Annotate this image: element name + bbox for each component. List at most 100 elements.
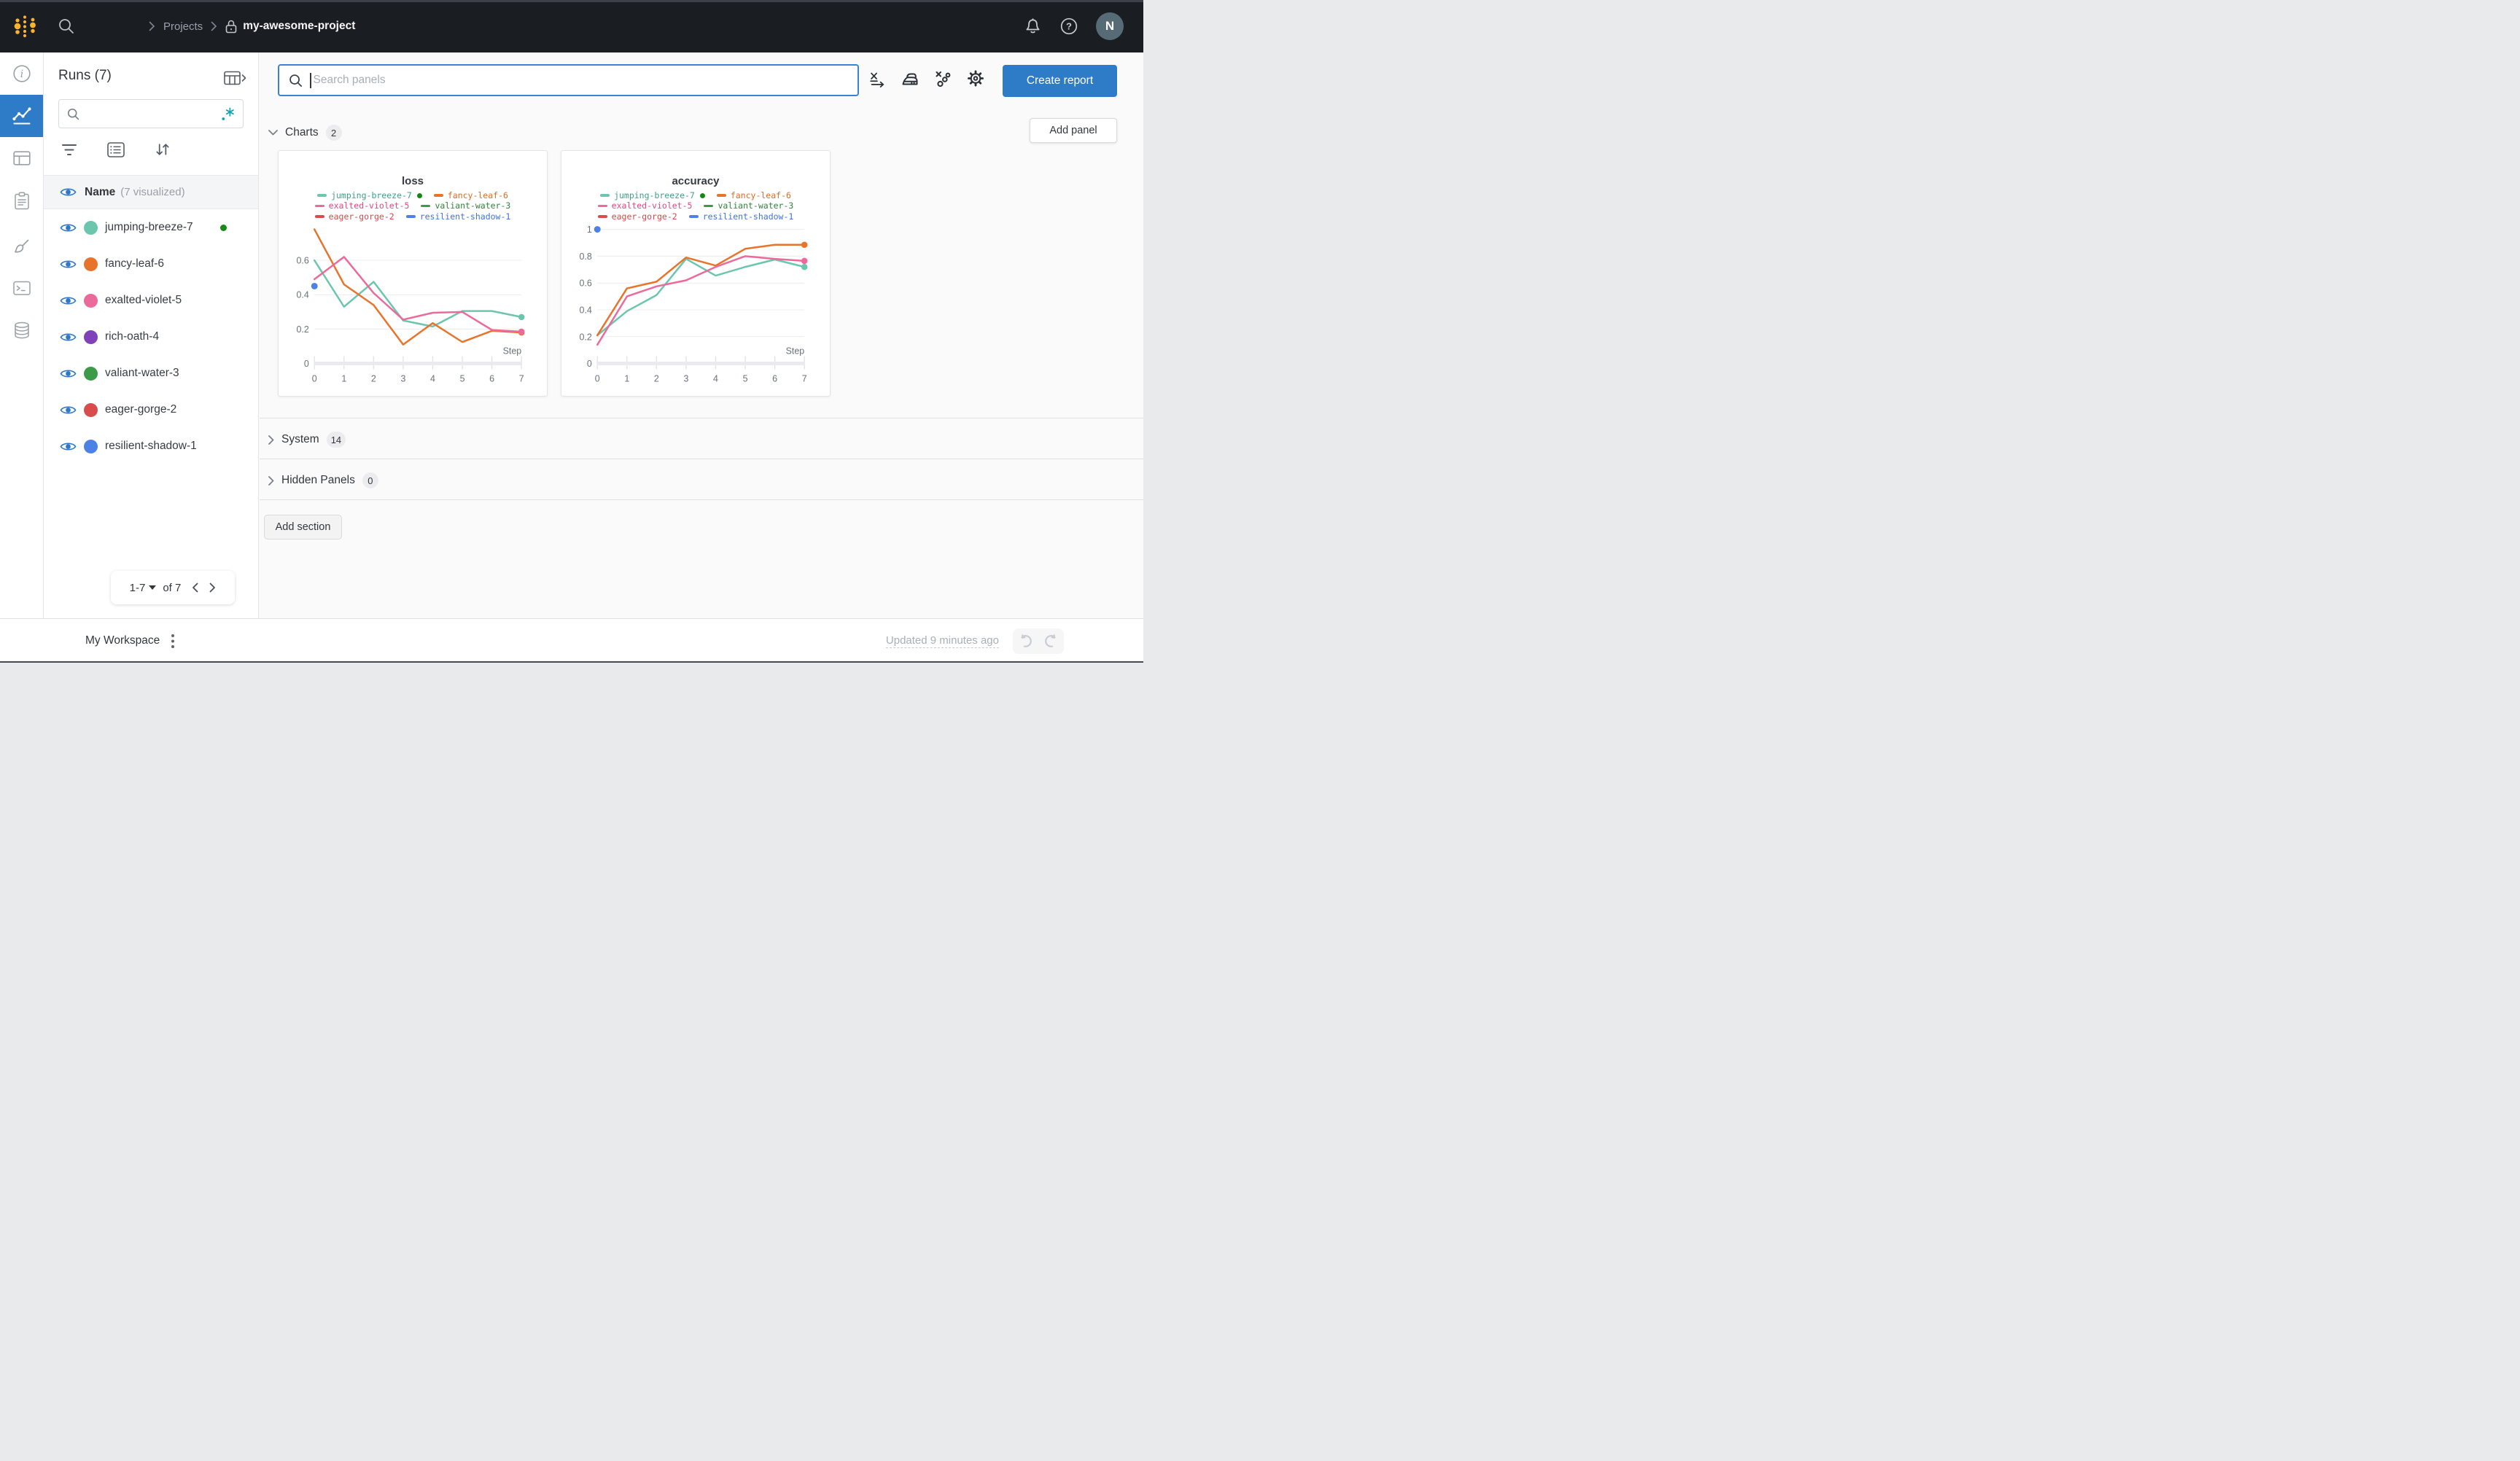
toggle-all-visibility-eye-icon[interactable] [60, 186, 77, 198]
svg-text:0.2: 0.2 [296, 324, 308, 335]
run-name[interactable]: eager-gorge-2 [105, 403, 177, 416]
run-visibility-eye-icon[interactable] [60, 222, 77, 234]
sort-icon[interactable] [155, 141, 171, 157]
chart-plot-area[interactable]: 0 0.2 0.4 0.6 0 1 2 3 4 5 6 7 Step [279, 222, 547, 397]
rail-item-table[interactable] [0, 137, 43, 179]
app-window: Projects my-awesome-project [0, 0, 1143, 663]
svg-text:0: 0 [587, 359, 592, 369]
run-row[interactable]: exalted-violet-5 [44, 282, 258, 319]
wandb-logo-icon[interactable] [14, 14, 37, 39]
add-panel-button[interactable]: Add panel [1030, 118, 1117, 143]
rail-item-jobs[interactable] [0, 267, 43, 309]
svg-text:?: ? [1066, 21, 1072, 32]
run-visibility-eye-icon[interactable] [60, 367, 77, 380]
legend-row: exalted-violet-5 valiant-water-3 [597, 200, 793, 211]
run-row[interactable]: jumping-breeze-7 [44, 209, 258, 246]
svg-text:0.8: 0.8 [579, 252, 591, 262]
chevron-right-icon[interactable] [268, 475, 274, 486]
run-search-input[interactable] [86, 107, 220, 120]
breadcrumb-projects[interactable]: Projects [163, 20, 203, 33]
run-name[interactable]: valiant-water-3 [105, 367, 179, 379]
system-section-header[interactable]: System 14 [268, 431, 346, 448]
previous-page-icon[interactable] [192, 583, 199, 593]
legend-item[interactable]: jumping-breeze-7 [317, 190, 422, 200]
chevron-right-icon[interactable] [268, 435, 274, 445]
redo-button[interactable] [1038, 628, 1064, 654]
legend-item[interactable]: exalted-violet-5 [597, 200, 692, 211]
rail-item-artifacts[interactable] [0, 309, 43, 351]
legend-item[interactable]: valiant-water-3 [704, 200, 793, 211]
legend-swatch [317, 194, 327, 197]
charts-section-header[interactable]: Charts 2 [268, 122, 342, 143]
run-color-dot [84, 439, 98, 453]
run-row[interactable]: valiant-water-3 [44, 355, 258, 391]
legend-swatch [597, 215, 607, 218]
undo-button[interactable] [1013, 628, 1038, 654]
bell-icon[interactable] [1024, 17, 1042, 36]
group-icon[interactable] [107, 141, 125, 157]
rail-item-logs[interactable] [0, 179, 43, 222]
run-table-header-row[interactable]: Name (7 visualized) [44, 175, 258, 209]
regex-toggle-icon[interactable] [220, 106, 236, 122]
run-search-box [58, 99, 244, 128]
kebab-menu-icon[interactable] [171, 634, 175, 649]
run-row[interactable]: rich-oath-4 [44, 319, 258, 355]
page-range-dropdown[interactable]: 1-7 [130, 582, 157, 594]
run-visibility-eye-icon[interactable] [60, 331, 77, 343]
avatar[interactable]: N [1096, 12, 1124, 40]
system-count-badge: 14 [326, 432, 346, 448]
run-name[interactable]: exalted-violet-5 [105, 294, 182, 306]
svg-text:1: 1 [341, 373, 346, 383]
gear-icon[interactable] [966, 69, 985, 88]
next-page-icon[interactable] [209, 583, 216, 593]
terminal-icon [12, 281, 31, 296]
legend-item[interactable]: resilient-shadow-1 [688, 211, 794, 222]
panel-search-input[interactable] [311, 73, 849, 87]
smoothing-iron-icon[interactable] [901, 69, 919, 87]
global-search-icon[interactable] [57, 17, 76, 36]
help-icon[interactable]: ? [1059, 17, 1078, 36]
chevron-down-icon[interactable] [268, 130, 278, 136]
legend-item[interactable]: fancy-leaf-6 [716, 190, 791, 200]
rail-item-workspace[interactable] [0, 95, 43, 137]
legend-item[interactable]: resilient-shadow-1 [405, 211, 510, 222]
chart-plot-area[interactable]: 0 0.2 0.4 0.6 0.8 1 0 1 2 3 4 5 6 7 Step [561, 222, 830, 397]
add-section-button[interactable]: Add section [264, 515, 342, 539]
run-name[interactable]: jumping-breeze-7 [105, 221, 193, 233]
legend-item[interactable]: exalted-violet-5 [314, 200, 409, 211]
legend-item[interactable]: eager-gorge-2 [597, 211, 677, 222]
legend-swatch [597, 204, 607, 208]
legend-item[interactable]: eager-gorge-2 [314, 211, 394, 222]
rail-item-sweeps[interactable] [0, 225, 43, 267]
legend-swatch [421, 204, 431, 208]
run-name[interactable]: fancy-leaf-6 [105, 257, 164, 270]
chevron-right-icon [211, 21, 217, 31]
filter-icon[interactable] [61, 143, 77, 157]
create-report-button[interactable]: Create report [1003, 65, 1117, 97]
legend-label: resilient-shadow-1 [702, 211, 794, 222]
legend-row: eager-gorge-2 resilient-shadow-1 [314, 211, 510, 222]
workspace-main: Create report Charts 2 Add panel loss ju… [260, 52, 1143, 618]
run-color-dot [84, 366, 98, 381]
rail-item-overview[interactable]: i [0, 52, 43, 95]
x-axis-settings-icon[interactable] [868, 69, 887, 88]
run-row[interactable]: eager-gorge-2 [44, 391, 258, 428]
panel-accuracy[interactable]: accuracy jumping-breeze-7 fancy-leaf-6 exa… [561, 150, 831, 397]
remove-outliers-icon[interactable] [933, 69, 952, 88]
svg-text:2: 2 [654, 373, 659, 383]
panel-loss[interactable]: loss jumping-breeze-7 fancy-leaf-6 exalted… [278, 150, 548, 397]
legend-item[interactable]: fancy-leaf-6 [433, 190, 508, 200]
run-visibility-eye-icon[interactable] [60, 295, 77, 307]
breadcrumb-project-name[interactable]: my-awesome-project [243, 20, 356, 32]
legend-item[interactable]: valiant-water-3 [421, 200, 510, 211]
run-row[interactable]: resilient-shadow-1 [44, 428, 258, 464]
run-visibility-eye-icon[interactable] [60, 404, 77, 416]
run-name[interactable]: resilient-shadow-1 [105, 440, 197, 452]
run-visibility-eye-icon[interactable] [60, 440, 77, 453]
expand-run-table-icon[interactable] [224, 71, 246, 89]
hidden-panels-section-header[interactable]: Hidden Panels 0 [268, 472, 378, 489]
run-row[interactable]: fancy-leaf-6 [44, 246, 258, 282]
legend-item[interactable]: jumping-breeze-7 [600, 190, 705, 200]
run-visibility-eye-icon[interactable] [60, 258, 77, 270]
run-name[interactable]: rich-oath-4 [105, 330, 160, 343]
